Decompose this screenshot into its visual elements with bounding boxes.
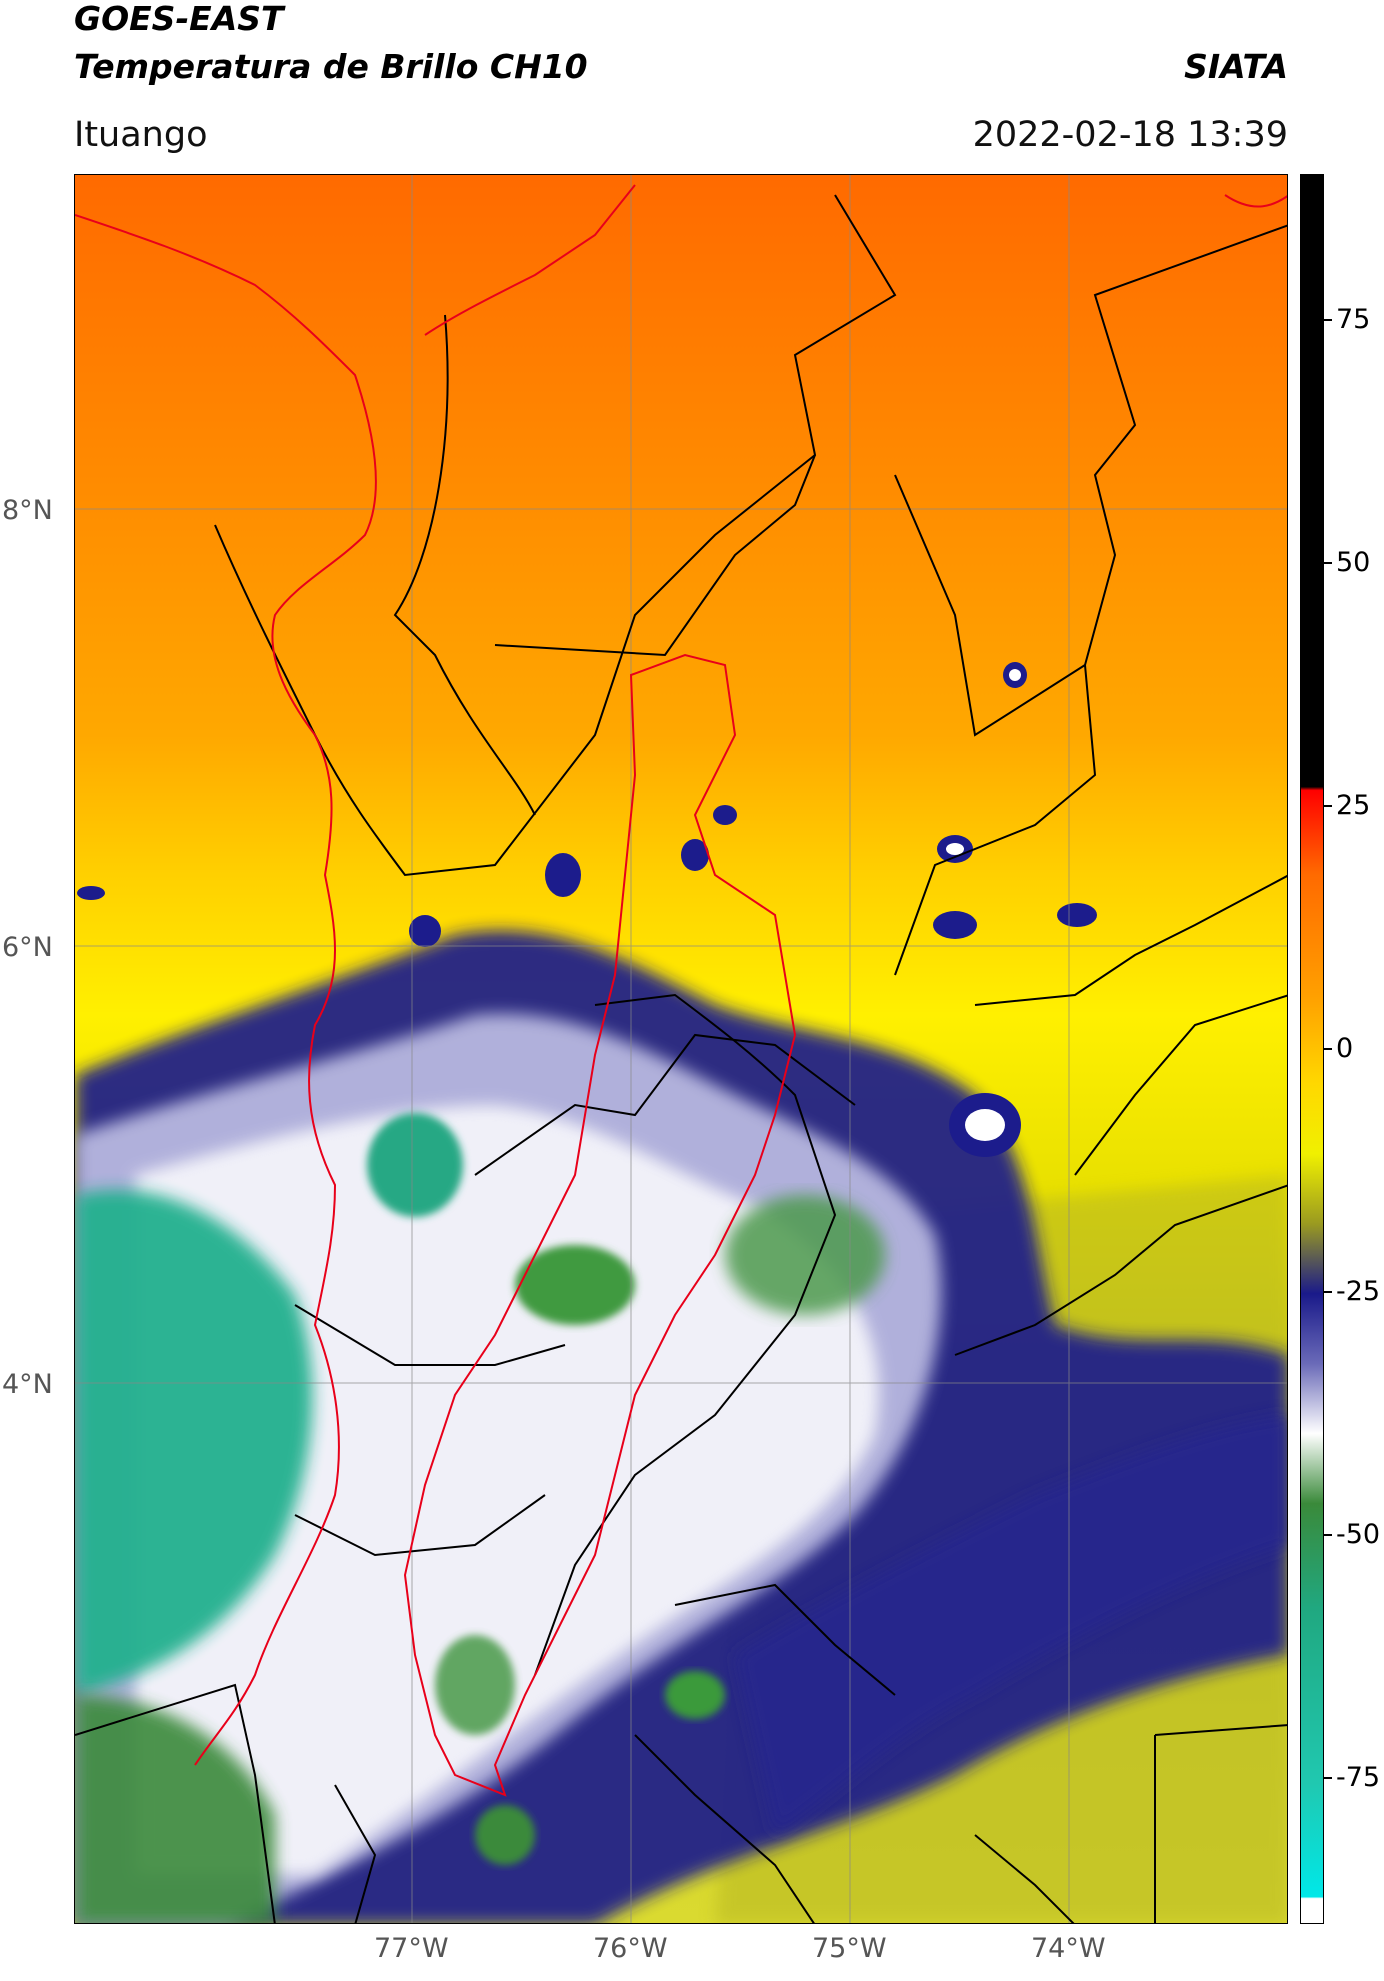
colorbar-tick-mark [1324, 1291, 1332, 1294]
cloud-teal-patch [367, 1113, 463, 1217]
colorbar-tick-label: 75 [1336, 303, 1371, 335]
lon-label-76w: 76°W [593, 1933, 668, 1964]
colorbar-tick-mark [1324, 804, 1332, 807]
datetime-label: 2022-02-18 13:39 [972, 115, 1288, 155]
colorbar-tick-mark [1324, 318, 1332, 321]
cloud-teal-west [75, 1189, 313, 1695]
colorbar-tick-label: -50 [1336, 1519, 1381, 1551]
lat-label-4n: 4°N [2, 1369, 53, 1400]
location-label: Ituango [74, 115, 208, 155]
cloud-green-patch [475, 1805, 535, 1865]
cloud-green-patch [435, 1635, 515, 1735]
coastline-and-region-outline [75, 184, 1287, 1797]
colorbar-tick-label: 25 [1336, 789, 1371, 821]
colorbar-tick-mark [1324, 1534, 1332, 1537]
colorbar-tick-mark [1324, 561, 1332, 564]
map-canvas [75, 175, 1287, 1923]
temperature-colorbar [1300, 174, 1324, 1924]
colorbar-tick-mark [1324, 1777, 1332, 1780]
satellite-map [74, 174, 1288, 1924]
lat-label-6n: 6°N [2, 932, 53, 963]
colorbar-tick-label: -25 [1336, 1276, 1381, 1308]
colorbar-tick-label: 50 [1336, 546, 1371, 578]
cold-cloud-band-se [735, 1415, 1287, 1835]
lat-label-8n: 8°N [2, 495, 53, 526]
cloud-green-patch [665, 1671, 725, 1719]
cloud-green-sw [75, 1695, 275, 1923]
colorbar-tick-label: -75 [1336, 1762, 1381, 1794]
lon-label-75w: 75°W [812, 1933, 887, 1964]
convective-cells [77, 662, 1097, 1157]
lon-label-77w: 77°W [374, 1933, 449, 1964]
colorbar-tick-label: 0 [1336, 1033, 1354, 1064]
colorbar-tick-mark [1324, 1048, 1332, 1050]
brand-label: SIATA [1184, 47, 1288, 86]
cloud-green-patch [515, 1245, 635, 1325]
title-line1: GOES-EAST [74, 0, 284, 38]
department-borders [75, 194, 1287, 1923]
graticule [75, 175, 1287, 1923]
lon-label-74w: 74°W [1031, 1933, 1106, 1964]
cloud-green-patch [725, 1195, 885, 1315]
title-line2: Temperatura de Brillo CH10 [74, 47, 588, 86]
